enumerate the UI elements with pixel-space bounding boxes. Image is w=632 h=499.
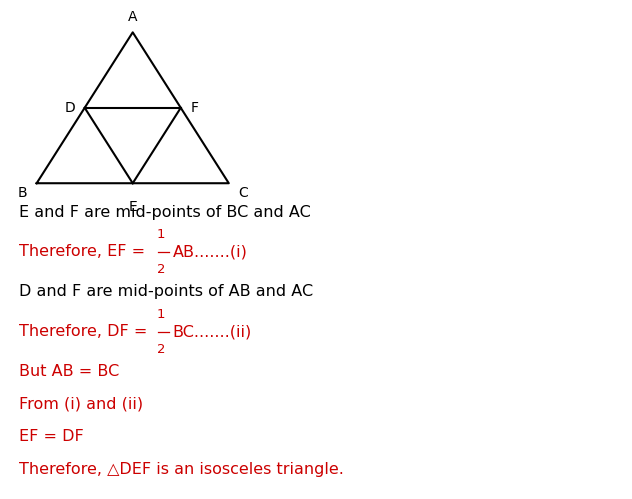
Text: A: A: [128, 10, 138, 24]
Text: But AB = BC: But AB = BC: [19, 364, 119, 379]
Text: D: D: [64, 101, 75, 115]
Text: 1: 1: [157, 308, 166, 321]
Text: From (i) and (ii): From (i) and (ii): [19, 397, 143, 412]
Text: 2: 2: [157, 343, 166, 356]
Text: 2: 2: [157, 263, 166, 276]
Text: B: B: [18, 186, 27, 200]
Text: Therefore, EF =: Therefore, EF =: [19, 245, 150, 259]
Text: F: F: [190, 101, 198, 115]
Text: BC.......(ii): BC.......(ii): [173, 324, 252, 339]
Text: E: E: [128, 200, 137, 214]
Text: AB.......(i): AB.......(i): [173, 245, 247, 259]
Text: Therefore, △DEF is an isosceles triangle.: Therefore, △DEF is an isosceles triangle…: [19, 462, 344, 477]
Text: C: C: [238, 186, 248, 200]
Text: 1: 1: [157, 228, 166, 241]
Text: EF = DF: EF = DF: [19, 429, 83, 444]
Text: E and F are mid-points of BC and AC: E and F are mid-points of BC and AC: [19, 205, 311, 220]
Text: Therefore, DF =: Therefore, DF =: [19, 324, 152, 339]
Text: D and F are mid-points of AB and AC: D and F are mid-points of AB and AC: [19, 284, 313, 299]
